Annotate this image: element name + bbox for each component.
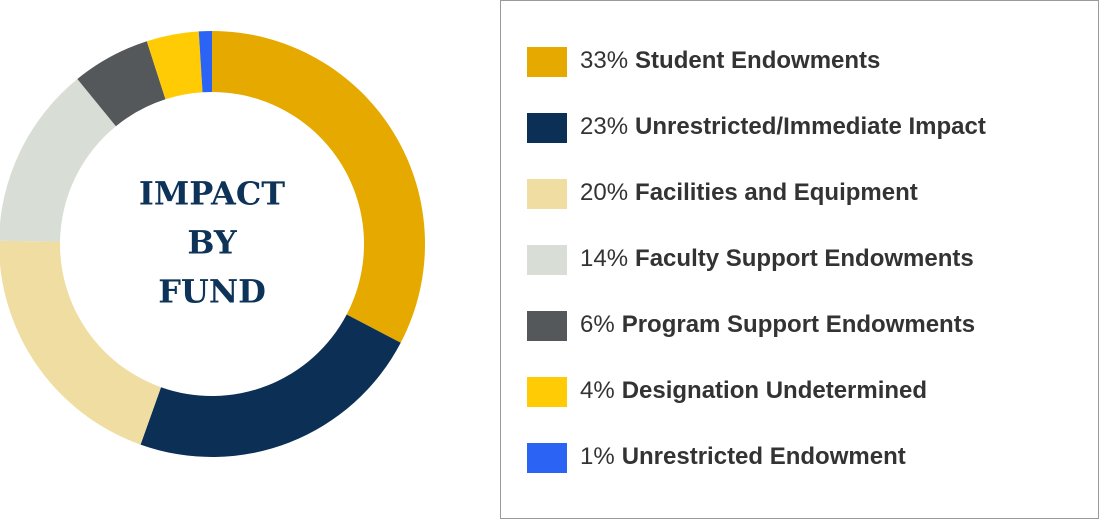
legend-swatch (527, 47, 567, 77)
donut-slice (140, 314, 401, 457)
legend-entry: 20% Facilities and Equipment (580, 179, 918, 206)
legend-label: Unrestricted Endowment (622, 443, 906, 470)
legend-entry: 6% Program Support Endowments (580, 311, 975, 338)
donut-slice (146, 31, 203, 100)
donut-slice (212, 31, 426, 343)
center-label: BY (187, 224, 237, 262)
legend-swatch (527, 443, 567, 473)
donut (0, 31, 426, 457)
legend-value: 20% (580, 179, 628, 206)
legend-label: Faculty Support Endowments (635, 245, 974, 272)
legend-swatch (527, 311, 567, 341)
legend-entry: 33% Student Endowments (580, 47, 880, 74)
donut-slice (0, 240, 162, 445)
legend-entry: 14% Faculty Support Endowments (580, 245, 974, 272)
donut-slice (77, 41, 166, 127)
legend-value: 33% (580, 47, 628, 74)
legend-swatch (527, 113, 567, 143)
legend-label: Program Support Endowments (622, 311, 975, 338)
legend-entry: 23% Unrestricted/Immediate Impact (580, 113, 986, 140)
center-label: IMPACT (139, 175, 285, 213)
legend-swatch (527, 179, 567, 209)
legend-label: Facilities and Equipment (635, 179, 918, 206)
center-label: FUND (158, 273, 266, 311)
legend-entry: 4% Designation Undetermined (580, 377, 927, 404)
legend-swatch (527, 377, 567, 407)
legend-value: 4% (580, 377, 615, 404)
legend-label: Student Endowments (635, 47, 880, 74)
legend-value: 1% (580, 443, 615, 470)
donut-slice (198, 31, 212, 93)
legend-entry: 1% Unrestricted Endowment (580, 443, 906, 470)
legend-label: Unrestricted/Immediate Impact (635, 113, 986, 140)
legend-box (500, 0, 1099, 519)
legend-label: Designation Undetermined (622, 377, 927, 404)
legend-value: 6% (580, 311, 615, 338)
donut-slice (0, 78, 116, 242)
legend-value: 23% (580, 113, 628, 140)
legend-value: 14% (580, 245, 628, 272)
legend-swatch (527, 245, 567, 275)
